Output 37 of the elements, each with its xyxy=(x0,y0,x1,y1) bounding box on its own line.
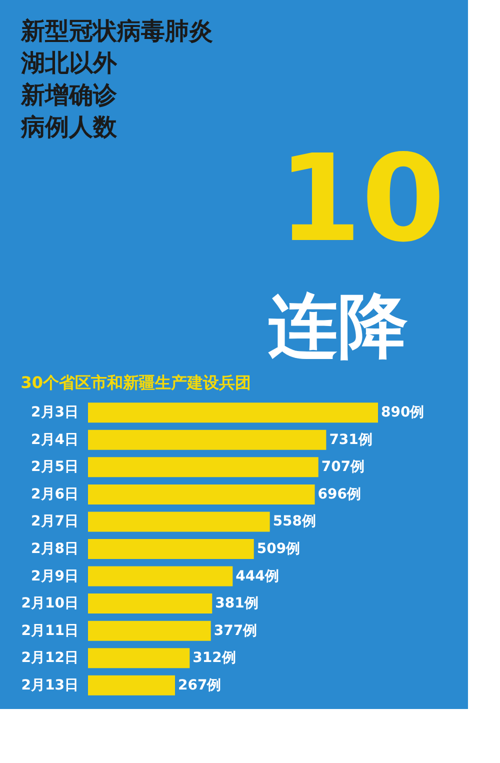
data-label: 377例 xyxy=(214,622,258,639)
data-label: 731例 xyxy=(329,432,372,448)
bar xyxy=(88,512,270,532)
y-tick-label: 2月8日 xyxy=(31,541,78,557)
data-label: 890例 xyxy=(381,404,424,421)
data-label: 558例 xyxy=(272,514,316,530)
y-tick-label: 2月5日 xyxy=(31,459,78,476)
data-label: 509例 xyxy=(256,541,300,557)
y-tick-label: 2月11日 xyxy=(21,622,78,639)
y-tick-label: 2月7日 xyxy=(31,514,78,530)
data-label: 696例 xyxy=(318,486,362,502)
bar xyxy=(88,484,315,504)
data-label: 707例 xyxy=(321,459,365,476)
bar xyxy=(88,457,318,478)
y-tick-label: 2月13日 xyxy=(21,677,78,694)
bar xyxy=(88,566,233,586)
y-tick-label: 2月3日 xyxy=(31,404,78,421)
data-label: 267例 xyxy=(178,677,222,694)
text: 连降 xyxy=(268,285,408,367)
bar xyxy=(88,402,378,423)
y-tick-label: 2月4日 xyxy=(31,432,78,448)
bar xyxy=(88,648,190,668)
data-label: 312例 xyxy=(192,650,236,666)
bar xyxy=(88,675,175,696)
y-tick-label: 2月12日 xyxy=(21,650,78,666)
chart-subtitle: 30个省区市和新疆生产建设兵团 xyxy=(20,373,252,392)
data-label: 444例 xyxy=(236,568,279,584)
chart-title: 新型冠状病毒肺炎湖北以外新增确诊病例人数 xyxy=(20,17,213,141)
text: 10 xyxy=(278,130,445,269)
bar xyxy=(88,539,254,559)
y-tick-label: 2月9日 xyxy=(31,568,78,584)
y-tick-label: 2月6日 xyxy=(31,486,78,502)
bar xyxy=(88,430,326,450)
bar xyxy=(88,620,211,641)
data-label: 381例 xyxy=(215,596,258,612)
y-tick-label: 2月10日 xyxy=(21,596,78,612)
bar xyxy=(88,594,212,614)
